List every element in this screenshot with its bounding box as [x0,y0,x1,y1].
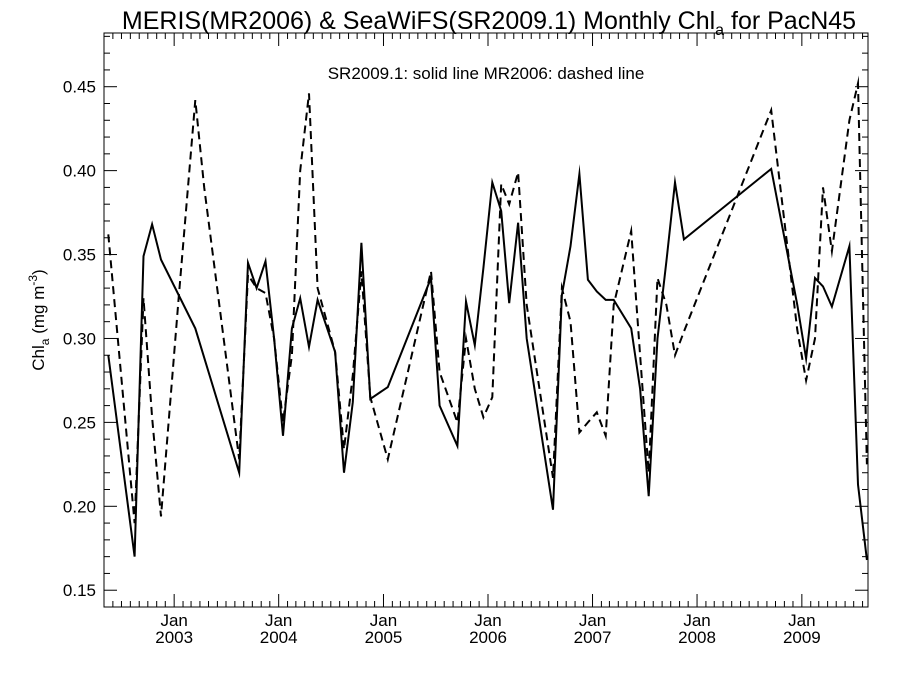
y-tick-label: 0.15 [63,581,96,600]
x-tick-year: 2003 [155,628,193,647]
y-tick-label: 0.20 [63,497,96,516]
y-tick-label: 0.30 [63,329,96,348]
x-tick-month: Jan [160,611,187,630]
x-tick-month: Jan [788,611,815,630]
x-tick-year: 2005 [365,628,403,647]
x-tick-year: 2009 [783,628,821,647]
x-tick-month: Jan [265,611,292,630]
axis-ticks [104,33,868,608]
series-line-sr2009-1 [107,164,868,561]
series-line-mr2006 [107,75,868,524]
series-layer [107,75,868,561]
x-tick-month: Jan [370,611,397,630]
legend-annotation: SR2009.1: solid line MR2006: dashed line [328,64,645,83]
x-tick-year: 2006 [469,628,507,647]
y-tick-labels: 0.15 0.20 0.25 0.30 0.35 0.40 0.45 [63,78,96,601]
x-tick-month: Jan [579,611,606,630]
y-tick-label: 0.35 [63,246,96,265]
y-tick-label: 0.25 [63,413,96,432]
y-tick-label: 0.40 [63,162,96,181]
plot-frame [103,32,869,608]
chart-title: MERIS(MR2006) & SeaWiFS(SR2009.1) Monthl… [122,7,856,39]
y-axis-label: Chla (mg m-3) [26,269,52,370]
x-tick-year: 2004 [260,628,298,647]
x-tick-year: 2008 [678,628,716,647]
y-tick-label: 0.45 [63,78,96,97]
x-tick-labels: Jan2003Jan2004Jan2005Jan2006Jan2007Jan20… [155,611,821,647]
x-tick-month: Jan [474,611,501,630]
x-tick-month: Jan [683,611,710,630]
x-tick-year: 2007 [574,628,612,647]
